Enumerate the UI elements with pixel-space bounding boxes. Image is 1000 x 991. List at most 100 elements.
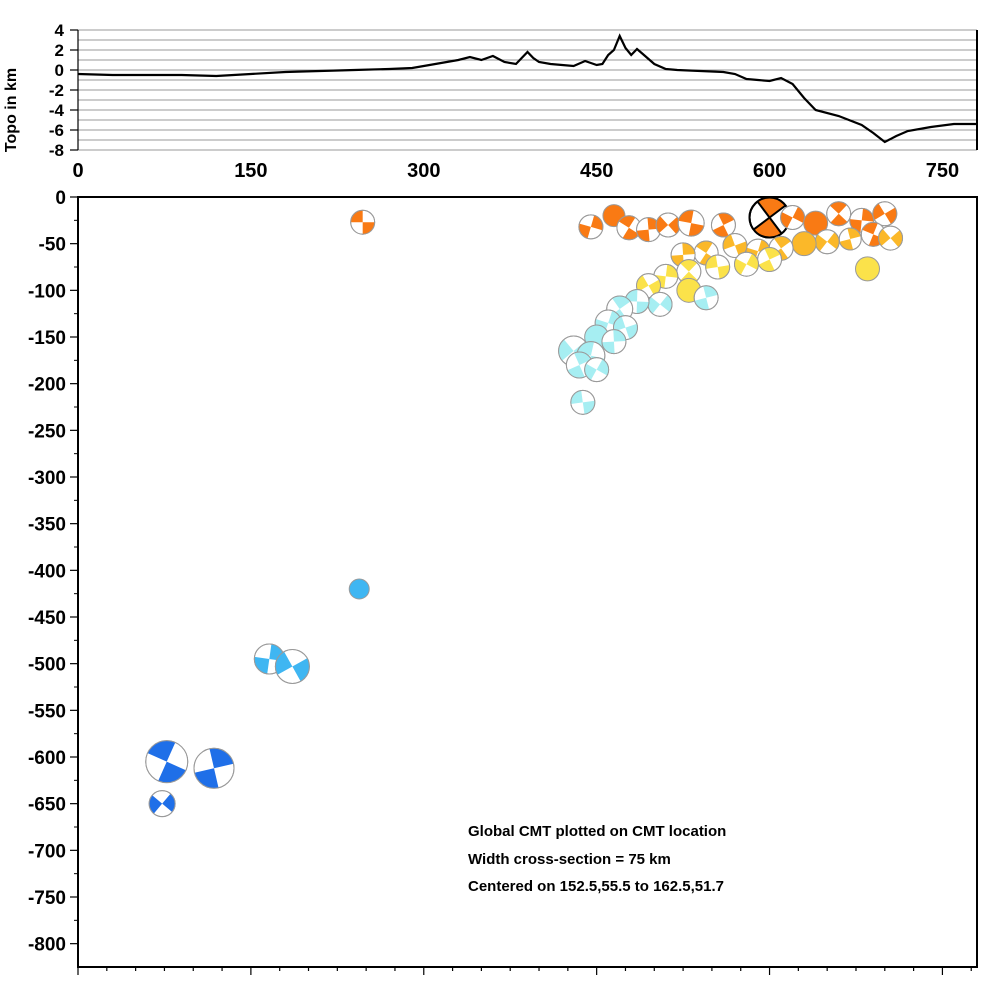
- focal-mechanism-compressional: [849, 219, 862, 233]
- focal-mechanism-outline: [803, 210, 829, 236]
- focal-mechanism-compressional: [149, 795, 163, 814]
- topography-line: [77, 33, 977, 144]
- focal-mechanism-compressional: [780, 212, 793, 229]
- focal-mechanism-compressional: [612, 295, 631, 309]
- focal-mechanism: [565, 351, 593, 379]
- focal-mechanism-compressional: [209, 748, 234, 769]
- focal-mechanism-border: [193, 747, 235, 789]
- focal-mechanism-compressional: [703, 285, 718, 298]
- focal-mechanism-border: [584, 357, 610, 383]
- depth-tick-label: -600: [28, 748, 66, 769]
- focal-mechanism-compressional: [884, 207, 897, 225]
- focal-mechanism: [350, 209, 376, 235]
- focal-mechanism-compressional: [350, 210, 363, 223]
- focal-mechanism-compressional: [254, 656, 270, 674]
- focal-mechanism: [584, 357, 610, 383]
- focal-mechanism-compressional: [622, 227, 640, 240]
- focal-mechanism: [148, 790, 176, 818]
- topography-x-tick-label: 750: [926, 160, 959, 182]
- focal-mechanism: [814, 229, 840, 255]
- focal-mechanism-nodal-plane: [752, 204, 787, 231]
- focal-mechanism-compressional: [861, 208, 874, 222]
- focal-mechanism: [274, 648, 310, 684]
- topography-x-tick-label: 600: [753, 160, 786, 182]
- focal-mechanism-compressional: [872, 203, 885, 220]
- focal-mechanism-border: [578, 214, 604, 240]
- focal-mechanism-border: [733, 251, 759, 277]
- focal-mechanism-compressional: [636, 301, 649, 314]
- focal-mechanism: [705, 254, 731, 280]
- focal-mechanism: [838, 227, 862, 251]
- focal-mechanism: [780, 205, 806, 231]
- focal-mechanism-compressional: [162, 793, 176, 812]
- cross-section-panel: 0 -50 -100 -150 -200 -250 -300 -350 -400 -450 -500…: [28, 188, 978, 975]
- depth-tick-label: -450: [28, 608, 66, 629]
- focal-mechanism-compressional: [890, 230, 903, 248]
- depth-tick-label: -700: [28, 841, 66, 862]
- depth-tick-label: -750: [28, 888, 66, 909]
- focal-mechanism-compressional: [678, 210, 694, 224]
- focal-mechanism-compressional: [694, 297, 710, 310]
- focal-mechanism-compressional: [665, 264, 678, 278]
- focal-mechanism-border: [872, 201, 898, 227]
- focal-mechanism-border: [878, 225, 904, 251]
- focal-mechanism-border: [677, 209, 705, 237]
- topography-y-tick-label: -4: [49, 101, 65, 120]
- focal-mechanism: [791, 231, 817, 257]
- focal-mechanism-outline: [348, 578, 370, 600]
- focal-mechanism: [733, 251, 759, 277]
- focal-mechanism-compressional: [602, 341, 615, 354]
- depth-tick-label: -500: [28, 655, 66, 676]
- focal-mechanism: [710, 212, 736, 238]
- topography-x-tick-label: 150: [234, 160, 267, 182]
- focal-mechanism-border: [601, 329, 627, 355]
- focal-mechanism-compressional: [362, 222, 375, 235]
- annotation-title: Global CMT plotted on CMT location: [468, 823, 726, 840]
- focal-mechanism-layer: [145, 196, 904, 818]
- focal-mechanism: [647, 291, 673, 317]
- depth-tick-label: -800: [28, 935, 66, 956]
- focal-mechanism: [677, 209, 705, 237]
- focal-mechanism-compressional: [596, 359, 609, 376]
- focal-mechanism-compressional: [656, 216, 669, 233]
- focal-mechanism-border: [350, 209, 376, 235]
- depth-tick-label: -100: [28, 281, 66, 302]
- focal-mechanism-compressional: [636, 229, 650, 242]
- topography-y-tick-label: 0: [55, 61, 64, 80]
- focal-mechanism-compressional: [847, 228, 861, 239]
- focal-mechanism: [655, 212, 681, 238]
- focal-mechanism-compressional: [757, 197, 786, 218]
- focal-mechanism-compressional: [618, 215, 636, 228]
- annotation-width: Width cross-section = 75 km: [468, 851, 671, 868]
- focal-mechanism: [872, 201, 898, 227]
- focal-mechanism-compressional: [696, 240, 713, 253]
- focal-mechanism-compressional: [764, 247, 781, 260]
- focal-mechanism-compressional: [648, 296, 661, 314]
- focal-mechanism-compressional: [792, 206, 805, 223]
- focal-mechanism-compressional: [717, 265, 730, 279]
- focal-mechanism-compressional: [705, 255, 718, 269]
- focal-mechanism-compressional: [718, 212, 735, 225]
- topography-y-tick-label: 4: [55, 21, 65, 40]
- focal-mechanism-compressional: [584, 363, 597, 381]
- depth-tick-label: -650: [28, 795, 66, 816]
- focal-mechanism-compressional: [680, 259, 698, 272]
- focal-mechanism: [193, 747, 235, 789]
- topography-x-tick-label: 450: [580, 160, 613, 182]
- topography-y-ticks: 420-2-4-6-8: [49, 21, 78, 160]
- cross-section-bottom-ticks: [77, 967, 972, 975]
- focal-mechanism-border: [570, 389, 596, 415]
- focal-mechanism-border: [710, 212, 736, 238]
- topography-panel: 420-2-4-6-8 0 150 300 450 600 750 Topo in km: [3, 21, 978, 182]
- depth-tick-label: -350: [28, 515, 66, 536]
- focal-mechanism-compressional: [758, 259, 775, 272]
- focal-mechanism-compressional: [574, 352, 592, 365]
- annotation-center: Centered on 152.5,55.5 to 162.5,51.7: [468, 878, 724, 895]
- focal-mechanism: [616, 215, 642, 241]
- focal-mechanism-compressional: [734, 258, 747, 275]
- focal-mechanism-compressional: [570, 390, 583, 404]
- focal-mechanism-compressional: [753, 217, 782, 238]
- depth-tick-label: -200: [28, 375, 66, 396]
- topography-y-tick-label: -8: [49, 141, 64, 160]
- focal-mechanism: [878, 225, 904, 251]
